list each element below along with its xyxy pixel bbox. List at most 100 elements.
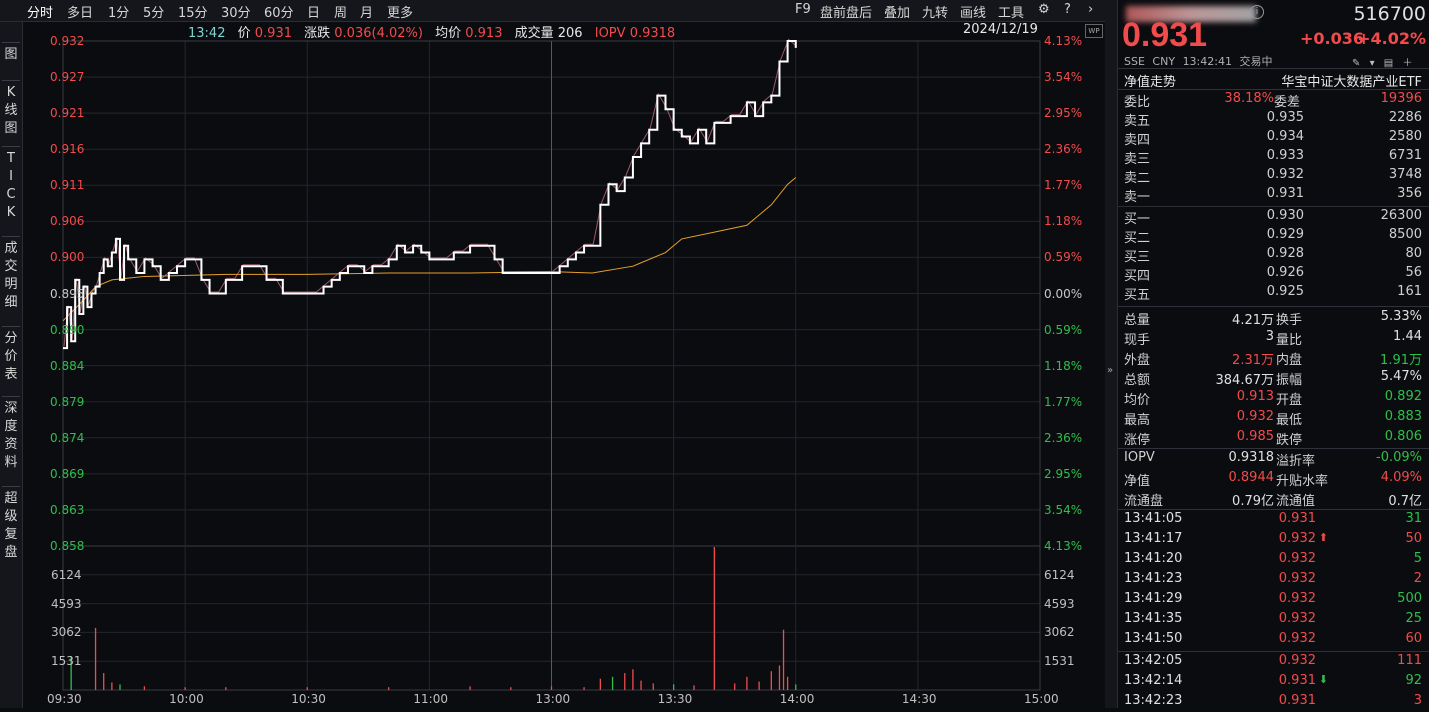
tick-price: 0.931 — [1278, 673, 1316, 688]
add-icon[interactable]: ＋ — [1402, 58, 1413, 69]
fund-stat-label: 溢折率 — [1276, 454, 1316, 469]
stats-row: 现手 3 量比 1.44 — [1124, 329, 1424, 348]
time-tick-label: 13:00 — [535, 692, 571, 706]
fund-stat-value: 0.7亿 — [1388, 494, 1422, 509]
arrow-up-icon: ⬆ — [1318, 531, 1328, 544]
market: SSE — [1124, 55, 1145, 68]
period-5-button[interactable]: 30分 — [221, 6, 251, 21]
tool-5-button[interactable]: 工具 — [998, 6, 1025, 21]
time-tick-label: 13:30 — [657, 692, 693, 706]
stat-label: 振幅 — [1276, 373, 1303, 388]
fund-stat-value: 0.8944 — [1228, 470, 1275, 485]
stat-value: 0.913 — [1236, 389, 1274, 404]
stat-value: 4.21万 — [1232, 313, 1274, 328]
nav-trend-link[interactable]: 净值走势 — [1124, 75, 1177, 90]
period-7-button[interactable]: 日 — [307, 6, 321, 21]
period-2-button[interactable]: 1分 — [108, 6, 130, 21]
stat-value: 1.91万 — [1380, 353, 1422, 368]
info-icon[interactable]: i — [1250, 5, 1264, 19]
ask-volume: 2286 — [1388, 110, 1422, 125]
tool-4-button[interactable]: 画线 — [960, 6, 987, 21]
left-tab-3[interactable]: 成 交 明 细 — [4, 241, 18, 310]
bid-price[interactable]: 0.930 — [1266, 208, 1304, 223]
settings-icon[interactable]: ▤ — [1383, 58, 1394, 69]
time-tick-label: 10:30 — [291, 692, 326, 706]
ask-row: 卖五 0.935 2286 — [1124, 110, 1424, 129]
bid-price[interactable]: 0.925 — [1266, 284, 1304, 299]
panel-collapse-strip[interactable]: » — [1105, 0, 1117, 708]
stat-label: 量比 — [1276, 333, 1303, 348]
bid-row: 买三 0.928 80 — [1124, 246, 1424, 265]
fund-stat-value: 0.9318 — [1228, 450, 1275, 465]
ask-price[interactable]: 0.931 — [1266, 186, 1304, 201]
tick-time: 13:42:23 — [1124, 693, 1183, 708]
tool-3-button[interactable]: 九转 — [922, 6, 949, 21]
ask-price[interactable]: 0.933 — [1266, 148, 1304, 163]
ask-volume: 2580 — [1388, 129, 1422, 144]
pct-tick-label: 3.54% — [1044, 70, 1083, 85]
period-4-button[interactable]: 15分 — [178, 6, 208, 21]
price-tick-label: 0.895 — [50, 286, 85, 301]
pct-tick-label: 4.13% — [1044, 539, 1083, 553]
tool-0-button[interactable]: F9 — [795, 2, 811, 17]
stat-value: 0.883 — [1384, 409, 1422, 424]
price-tick-label: 0.879 — [50, 394, 85, 409]
tool-1-button[interactable]: 盘前盘后 — [820, 6, 873, 21]
bid-price[interactable]: 0.929 — [1266, 227, 1304, 242]
market-status-line: SSE CNY 13:42:41 交易中 — [1124, 53, 1272, 69]
ask-price[interactable]: 0.935 — [1266, 110, 1304, 125]
left-tab-2[interactable]: T I C K — [6, 151, 16, 220]
period-9-button[interactable]: 月 — [360, 6, 374, 21]
dropdown-icon[interactable]: ▾ — [1369, 58, 1375, 69]
bid-row: 买一 0.930 26300 — [1124, 208, 1424, 227]
time-tick-label: 14:30 — [901, 692, 937, 706]
tick-price: 0.932 — [1278, 611, 1316, 626]
period-8-button[interactable]: 周 — [334, 6, 348, 21]
bid-volume: 80 — [1405, 246, 1422, 261]
tool-2-button[interactable]: 叠加 — [884, 6, 911, 21]
price-tick-label: 0.916 — [50, 142, 85, 157]
panel-tool-icons: ✎ ▾ ▤ ＋ — [1352, 54, 1412, 69]
ask-price[interactable]: 0.934 — [1266, 129, 1304, 144]
expand-arrow-icon[interactable]: » — [1107, 365, 1114, 376]
left-tab-5[interactable]: 深 度 资 料 — [4, 401, 18, 470]
tick-volume: 25 — [1405, 611, 1422, 626]
period-1-button[interactable]: 多日 — [67, 6, 94, 21]
weibi-value: 38.18% — [1224, 91, 1274, 106]
price-tick-label: 0.906 — [50, 214, 85, 229]
stat-label: 最高 — [1124, 413, 1151, 428]
ask-level-label: 卖五 — [1124, 114, 1151, 129]
trading-status: 交易中 — [1239, 55, 1273, 68]
chevron-right-icon[interactable]: › — [1088, 2, 1094, 17]
period-0-button[interactable]: 分时 — [27, 6, 54, 21]
pct-tick-label: 2.95% — [1044, 466, 1083, 481]
help-icon[interactable]: ? — [1064, 2, 1071, 17]
weibi-row: 委比 38.18% 委差 19396 — [1124, 91, 1424, 110]
bid-price[interactable]: 0.928 — [1266, 246, 1304, 261]
period-6-button[interactable]: 60分 — [264, 6, 294, 21]
tick-row: 13:42:05 0.932 111 — [1124, 653, 1424, 672]
order-book: 委比 38.18% 委差 19396 卖五 0.935 2286 卖四 0.934 2580 卖三 0… — [1118, 90, 1429, 305]
left-vertical-tabs: 图 K 线 图 T I C K 成 交 明 细分 价 表深 度 资 料超 级 复 盘 — [0, 22, 23, 708]
currency: CNY — [1152, 55, 1176, 68]
weicha-label: 委差 — [1274, 95, 1301, 110]
edit-icon[interactable]: ✎ — [1352, 58, 1361, 69]
left-tab-1[interactable]: K 线 图 — [4, 85, 18, 136]
info-avg-label: 均价 — [435, 26, 462, 41]
wp-icon[interactable]: WP — [1085, 24, 1103, 38]
period-3-button[interactable]: 5分 — [143, 6, 165, 21]
bid-price[interactable]: 0.926 — [1266, 265, 1304, 280]
ask-price[interactable]: 0.932 — [1266, 167, 1304, 182]
tick-price: 0.932 — [1278, 551, 1316, 566]
price-tick-label: 0.869 — [50, 466, 85, 481]
stats-row: 涨停 0.985 跌停 0.806 — [1124, 429, 1424, 448]
tick-price: 0.932 — [1278, 531, 1316, 546]
stat-value: 0.985 — [1236, 429, 1274, 444]
left-tab-0[interactable]: 图 — [4, 47, 18, 62]
ask-level-label: 卖三 — [1124, 152, 1151, 167]
tick-time: 13:42:14 — [1124, 673, 1183, 688]
gear-icon[interactable]: ⚙ — [1038, 2, 1050, 17]
left-tab-4[interactable]: 分 价 表 — [4, 331, 18, 382]
period-10-button[interactable]: 更多 — [387, 6, 414, 21]
left-tab-6[interactable]: 超 级 复 盘 — [4, 491, 18, 560]
